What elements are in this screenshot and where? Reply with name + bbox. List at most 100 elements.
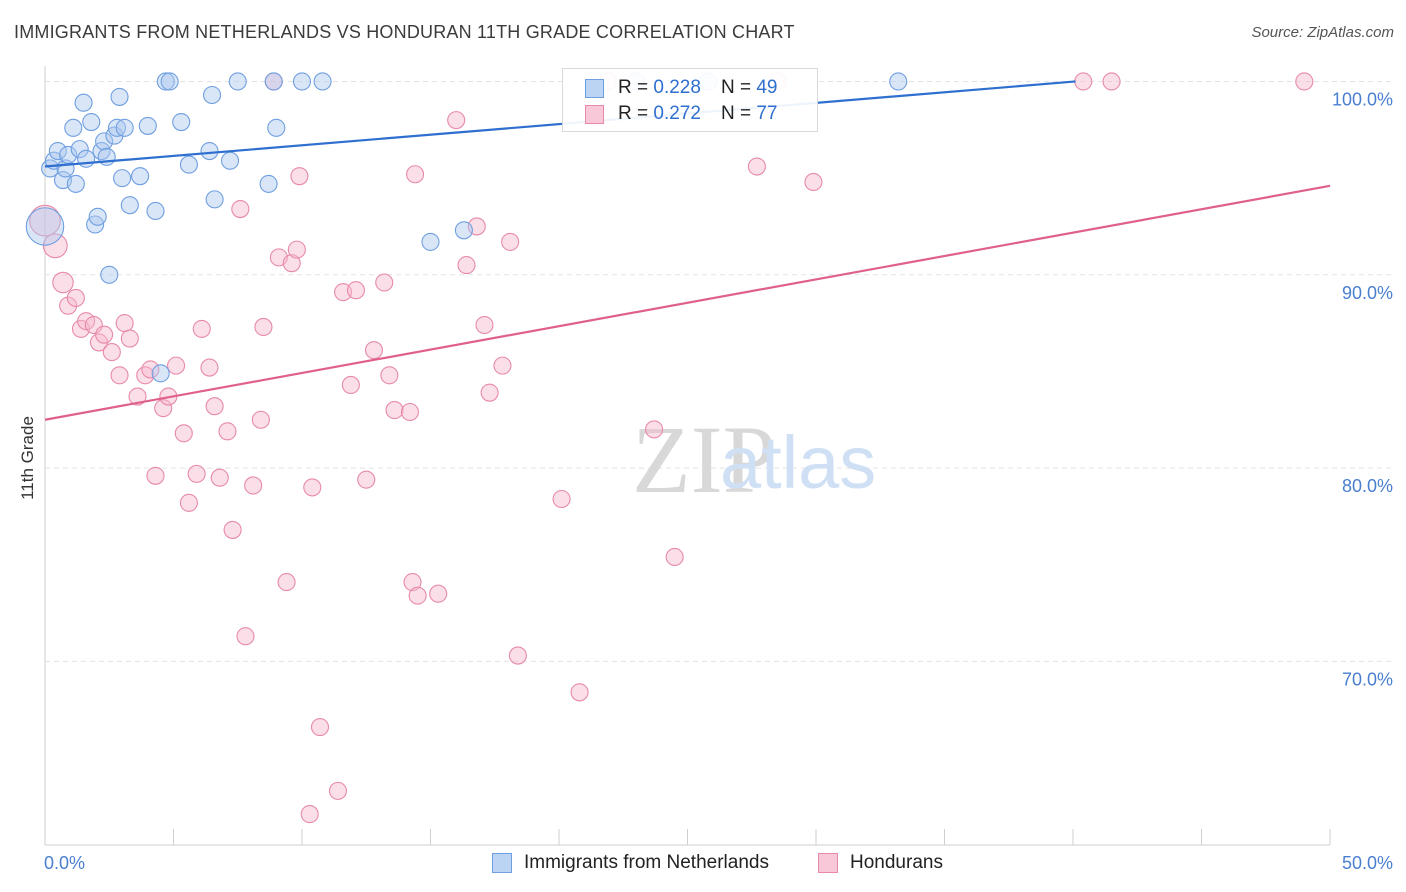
honduran-point (364, 341, 384, 360)
netherlands-point (107, 118, 127, 137)
honduran-point (205, 397, 224, 416)
honduran-point (29, 204, 61, 237)
netherlands-point (228, 72, 247, 91)
honduran-point (136, 366, 155, 385)
honduran-point (1295, 72, 1314, 91)
watermark-atlas: atlas (720, 421, 876, 504)
honduran-point (200, 358, 219, 377)
honduran-point (429, 584, 448, 603)
honduran-point (380, 366, 399, 385)
netherlands-point (156, 72, 175, 91)
honduran-point (501, 232, 520, 251)
netherlands-point (292, 72, 312, 91)
legend-n-value: 49 (756, 77, 778, 98)
netherlands-point (66, 174, 85, 193)
honduran-point (493, 356, 512, 375)
honduran-point (480, 383, 499, 402)
honduran-point (804, 172, 823, 192)
bottom-legend-swatch-pink (818, 853, 838, 873)
legend-r-label: R = (618, 77, 649, 98)
netherlands-point (146, 201, 165, 221)
netherlands-point (172, 113, 191, 132)
honduran-point (254, 317, 273, 337)
honduran-point (59, 296, 78, 315)
honduran-point (174, 424, 193, 443)
honduran-point (375, 273, 394, 292)
netherlands-point (267, 118, 286, 137)
honduran-point (346, 281, 366, 300)
honduran-point (66, 288, 85, 308)
honduran-point (665, 547, 684, 567)
netherlands-point (64, 118, 83, 137)
legend-swatch-blue (585, 78, 604, 98)
honduran-point (552, 489, 571, 509)
honduran-point (287, 240, 306, 259)
honduran-point (385, 401, 404, 420)
honduran-point (408, 586, 427, 605)
netherlands-point (138, 116, 157, 135)
y-tick-label: 80.0% (1342, 476, 1393, 496)
honduran-point (236, 627, 255, 646)
netherlands-point (220, 151, 240, 170)
axes (44, 66, 1331, 846)
x-tick-label-min: 0.0% (44, 853, 85, 873)
bottom-legend-label-hondurans: Hondurans (850, 852, 943, 873)
honduran-point (42, 233, 68, 259)
honduran-point (128, 387, 147, 406)
legend-r-label: R = (618, 103, 649, 124)
honduran-point (146, 466, 165, 485)
netherlands-point (59, 145, 78, 164)
honduran-point (1074, 72, 1093, 91)
honduran-point (400, 402, 419, 422)
netherlands-point (110, 87, 129, 106)
y-tick-label: 90.0% (1342, 283, 1393, 303)
honduran-point (192, 319, 211, 338)
netherlands-point (264, 72, 283, 91)
netherlands-point (77, 149, 96, 168)
netherlands-point (313, 72, 332, 91)
bottom-legend-swatch-blue (492, 853, 512, 873)
honduran-point (179, 493, 198, 512)
bottom-legend-label-netherlands: Immigrants from Netherlands (524, 852, 769, 873)
honduran-point (52, 271, 74, 294)
honduran-point (1102, 72, 1121, 91)
honduran-point (167, 356, 186, 375)
netherlands-point (88, 207, 107, 226)
netherlands-point (203, 85, 222, 105)
honduran-point (141, 360, 160, 379)
honduran-point (747, 157, 766, 176)
honduran-point (475, 315, 494, 335)
netherlands-point (70, 140, 89, 159)
gridlines (45, 80, 1392, 662)
netherlands-point (205, 190, 224, 209)
honduran-point (328, 781, 348, 800)
netherlands-point (151, 364, 170, 383)
honduran-point (231, 199, 250, 219)
source-credit: Source: ZipAtlas.com (1251, 24, 1394, 41)
honduran-point (210, 468, 229, 487)
netherlands-point (131, 167, 150, 186)
netherlands-point (115, 118, 134, 137)
netherlands-point (100, 265, 119, 284)
hondurans-trend-line (44, 184, 1331, 421)
legend-r-value: 0.228 (653, 77, 701, 98)
netherlands-point (421, 232, 440, 251)
netherlands-point (179, 155, 198, 174)
trend-lines (44, 80, 1331, 421)
legend-swatch-pink (585, 104, 604, 124)
netherlands-point (95, 132, 114, 151)
tick-labels: 70.0% 80.0% 90.0% 100.0% 0.0% 50.0% (44, 89, 1393, 873)
legend-row-hondurans: R = 0.272 N = 77 (585, 102, 777, 126)
netherlands-point (259, 174, 278, 193)
honduran-point (290, 167, 309, 186)
legend-n-value: 77 (756, 103, 778, 124)
netherlands-point (82, 113, 101, 132)
honduran-point (218, 422, 237, 441)
netherlands-point (74, 93, 93, 112)
netherlands-point (48, 142, 67, 161)
honduran-point (300, 805, 319, 824)
honduran-point (102, 343, 121, 362)
netherlands-point (454, 221, 473, 240)
honduran-point (406, 165, 425, 184)
